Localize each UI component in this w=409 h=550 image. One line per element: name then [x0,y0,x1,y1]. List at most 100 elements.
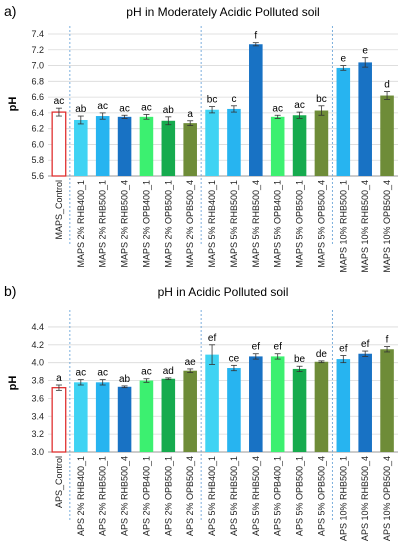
category-label: MAPS 5% RHB500_1 [229,180,239,268]
bar [117,116,132,176]
y-tick-label: 3.6 [31,393,44,403]
bar [249,44,263,176]
category-label: APS 2% RHB500_4 [120,456,130,536]
y-tick-label: 6.8 [31,76,44,86]
category-label: MAPS 2% OPB400_1 [141,180,151,268]
y-tick-label: 3.2 [31,429,44,439]
bar [95,116,110,176]
category-label: APS 10% RHB500_4 [360,456,370,541]
significance-letter: a [187,109,193,120]
y-tick-label: 4.0 [31,358,44,368]
category-label: APS 2% OPB500_4 [185,456,195,536]
category-label: APS 5% RHB400_1 [207,456,217,536]
y-tick-label: 7.2 [31,45,44,55]
bar [51,111,67,177]
significance-letter: ef [274,342,283,353]
y-tick-label: 6.0 [31,139,44,149]
y-tick-label: 5.8 [31,155,44,165]
category-label: APS 2% RHB400_1 [76,456,86,536]
significance-letter: bc [316,94,327,105]
category-label: MAPS 2% RHB400_1 [76,180,86,268]
significance-letter: ac [119,103,130,114]
category-label: APS 5% OPB500_4 [316,456,326,536]
significance-letter: e [341,54,347,65]
bar [336,67,351,176]
category-label: APS_Control [54,456,64,508]
category-label: APS 5% RHB500_4 [251,456,261,536]
significance-letter: ac [141,102,152,113]
bar [249,356,263,452]
category-label: APS 10% RHB500_1 [338,456,348,541]
bar [358,353,372,452]
bar [336,359,351,452]
category-label: APS 5% OPB400_1 [273,456,283,536]
category-label: APS 2% OPB400_1 [141,456,151,536]
significance-letter: c [231,94,236,105]
significance-letter: ad [163,366,174,377]
significance-letter: ac [141,367,152,378]
category-label: APS 5% RHB500_1 [229,456,239,536]
bar [139,380,154,452]
y-tick-label: 6.4 [31,108,44,118]
bar [292,368,307,452]
bar [74,119,88,176]
y-tick-label: 5.6 [31,171,44,181]
y-tick-label: 7.0 [31,61,44,71]
significance-letter: ef [208,333,217,344]
significance-letter: ac [272,103,283,114]
bar [358,62,372,176]
category-label: MAPS 2% OPB500_1 [163,180,173,268]
chart-panel-1: a) pH in Moderately Acidic Polluted soil 5… [4,3,398,273]
bar [314,361,329,452]
significance-letter: ac [294,100,305,111]
significance-letter: ac [97,368,108,379]
bar [95,382,110,452]
significance-letter: d [384,80,390,91]
category-label: MAPS 10% OPB500_4 [382,180,392,273]
category-label: MAPS 5% RHB400_1 [207,180,217,268]
category-label: MAPS 5% OPB500_1 [295,180,305,268]
category-label: APS 2% RHB500_1 [98,456,108,536]
category-label: APS 2% OPB500_1 [163,456,173,536]
bar [380,95,394,176]
significance-letter: ef [339,344,348,355]
significance-letter: e [362,46,368,57]
y-tick-label: 3.8 [31,376,44,386]
bar [117,386,132,452]
bar [139,116,154,176]
bar [314,110,329,176]
y-tick-label: 6.2 [31,124,44,134]
bar [270,356,285,452]
y-tick-label: 4.4 [31,322,44,332]
bar [270,116,285,176]
chart-title: pH in Moderately Acidic Polluted soil [126,5,319,19]
category-label: MAPS_Control [54,180,64,240]
category-label: MAPS 2% RHB500_1 [98,180,108,268]
y-tick-label: 4.2 [31,340,44,350]
significance-letter: ac [76,368,87,379]
bar [227,368,241,452]
y-axis-label: pH [7,376,19,391]
significance-letter: ac [97,101,108,112]
panel-label: b) [4,283,16,299]
category-label: MAPS 10% RHB500_1 [338,180,348,273]
bar [161,378,176,452]
significance-letter: ef [252,342,261,353]
panel-label: a) [4,3,16,19]
y-tick-label: 6.6 [31,92,44,102]
significance-letter: bc [207,95,218,106]
bar [161,120,176,176]
category-label: MAPS 5% OPB500_4 [316,180,326,268]
significance-letter: be [294,354,306,365]
category-label: MAPS 2% OPB500_4 [185,180,195,268]
significance-letter: ab [163,105,175,116]
significance-letter: f [254,31,257,42]
y-tick-label: 3.0 [31,447,44,457]
bar [183,123,197,176]
y-axis-label: pH [7,97,19,112]
significance-letter: f [386,335,389,346]
category-label: MAPS 5% RHB500_4 [251,180,261,268]
significance-letter: ae [185,357,197,368]
